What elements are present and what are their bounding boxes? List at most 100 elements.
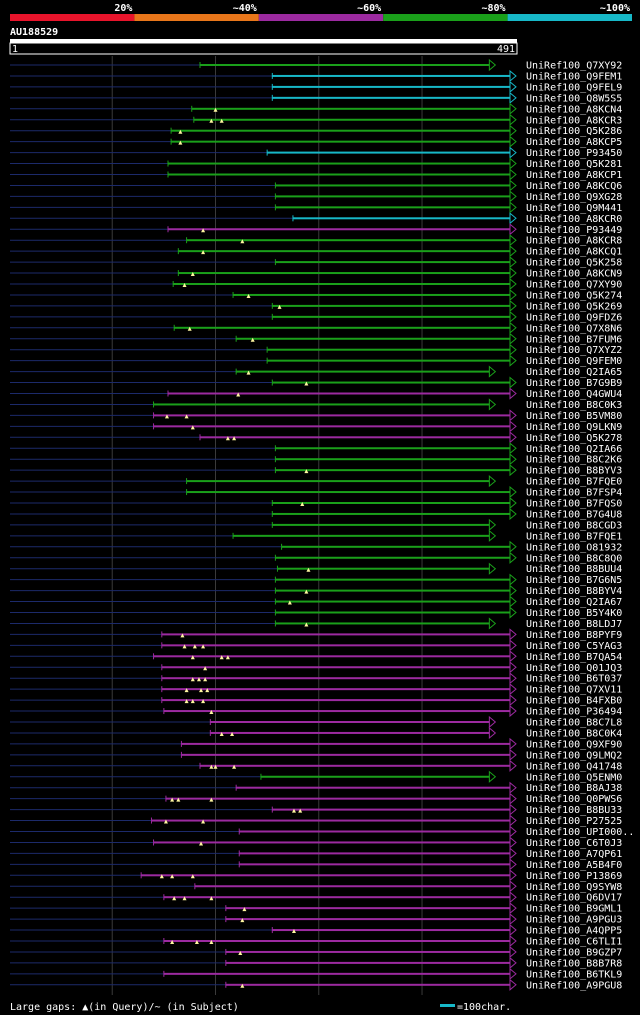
hit-label[interactable]: UniRef100_Q7XV11	[526, 685, 622, 696]
hit-bar	[161, 699, 512, 702]
query-gap-marker	[196, 677, 201, 682]
hit-label[interactable]: UniRef100_A8KCR3	[526, 115, 622, 126]
hit-label[interactable]: UniRef100_Q7XY92	[526, 61, 622, 72]
hit-label[interactable]: UniRef100_B8CGD3	[526, 520, 622, 531]
hit-label[interactable]: UniRef100_Q41748	[526, 761, 622, 772]
hit-end-arrow	[509, 825, 517, 838]
hit-label[interactable]: UniRef100_B8BYV3	[526, 466, 622, 477]
hit-label[interactable]: UniRef100_B7G6N5	[526, 575, 622, 586]
hit-label[interactable]: UniRef100_B8C0K4	[526, 728, 622, 739]
hit-label[interactable]: UniRef100_B9GZP7	[526, 947, 622, 958]
hit-label[interactable]: UniRef100_O81932	[526, 542, 622, 553]
hit-label[interactable]: UniRef100_A8KCR0	[526, 214, 622, 225]
hit-label[interactable]: UniRef100_B7FUM6	[526, 334, 622, 345]
hit-end-arrow	[509, 376, 517, 389]
hit-label[interactable]: UniRef100_Q7XYZ2	[526, 345, 622, 356]
hit-label[interactable]: UniRef100_A8KCP5	[526, 137, 622, 148]
hit-label[interactable]: UniRef100_A5B4F0	[526, 860, 622, 871]
hit-label[interactable]: UniRef100_A8KCQ6	[526, 181, 622, 192]
hit-label[interactable]: UniRef100_B8C7L8	[526, 718, 622, 729]
hit-label[interactable]: UniRef100_B8BU33	[526, 805, 622, 816]
hit-label[interactable]: UniRef100_B8BYV4	[526, 586, 622, 597]
hit-label[interactable]: UniRef100_B8C0K3	[526, 400, 622, 411]
hit-label[interactable]: UniRef100_B7FQE1	[526, 531, 622, 542]
hit-label[interactable]: UniRef100_Q9LMQ2	[526, 750, 622, 761]
hit-label[interactable]: UniRef100_B8C2K6	[526, 455, 622, 466]
hit-label[interactable]: UniRef100_Q9FEM1	[526, 71, 622, 82]
hit-label[interactable]: UniRef100_C6T0J3	[526, 838, 622, 849]
hit-label[interactable]: UniRef100_P13869	[526, 871, 622, 882]
hit-label[interactable]: UniRef100_Q5K258	[526, 258, 622, 269]
hit-label[interactable]: UniRef100_Q8W5S5	[526, 93, 622, 104]
hit-label[interactable]: UniRef100_B6T037	[526, 674, 622, 685]
hit-label[interactable]: UniRef100_Q5K281	[526, 159, 622, 170]
hit-label[interactable]: UniRef100_A8KCN4	[526, 104, 622, 115]
hit-label[interactable]: UniRef100_B8BUU4	[526, 564, 622, 575]
hit-label[interactable]: UniRef100_Q6DV17	[526, 893, 622, 904]
hit-label[interactable]: UniRef100_B7QA54	[526, 652, 622, 663]
hit-label[interactable]: UniRef100_P27525	[526, 816, 622, 827]
hit-label[interactable]: UniRef100_B8PYF9	[526, 630, 622, 641]
hit-label[interactable]: UniRef100_A8KCP1	[526, 170, 622, 181]
hit-row: UniRef100_A7QP61	[10, 847, 622, 860]
hit-label[interactable]: UniRef100_B6TKL9	[526, 969, 622, 980]
hit-label[interactable]: UniRef100_B8C8Q0	[526, 553, 622, 564]
query-gap-marker	[180, 633, 185, 638]
hit-label[interactable]: UniRef100_P36494	[526, 707, 622, 718]
hit-label[interactable]: UniRef100_B7G9B9	[526, 378, 622, 389]
hit-label[interactable]: UniRef100_Q9SYW8	[526, 882, 622, 893]
hit-label[interactable]: UniRef100_P93450	[526, 148, 622, 159]
hit-label[interactable]: UniRef100_B8B7R8	[526, 958, 622, 969]
hit-end-arrow	[509, 91, 517, 104]
hit-label[interactable]: UniRef100_Q2IA65	[526, 367, 622, 378]
hit-bar	[275, 589, 511, 592]
hit-label[interactable]: UniRef100_A9PGU8	[526, 980, 622, 991]
hit-label[interactable]: UniRef100_Q0PWS6	[526, 794, 622, 805]
hit-label[interactable]: UniRef100_Q9XG28	[526, 192, 622, 203]
hit-label[interactable]: UniRef100_Q7X8N6	[526, 323, 622, 334]
hit-label[interactable]: UniRef100_Q9FEM0	[526, 356, 622, 367]
hit-label[interactable]: UniRef100_Q9LKN9	[526, 422, 622, 433]
hit-label[interactable]: UniRef100_A4QPP5	[526, 926, 622, 937]
hit-label[interactable]: UniRef100_A8KCQ1	[526, 247, 622, 258]
hit-label[interactable]: UniRef100_Q2IA66	[526, 444, 622, 455]
hit-label[interactable]: UniRef100_A7QP61	[526, 849, 622, 860]
hit-label[interactable]: UniRef100_Q9XF90	[526, 739, 622, 750]
hit-label[interactable]: UniRef100_Q5ENM0	[526, 772, 622, 783]
hit-row: UniRef100_Q7XYZ2	[10, 343, 622, 356]
hit-bar	[272, 502, 511, 504]
hit-label[interactable]: UniRef100_B8LDJ7	[526, 619, 622, 630]
hit-label[interactable]: UniRef100_C6TLI1	[526, 937, 622, 948]
hit-label[interactable]: UniRef100_B5VM80	[526, 411, 622, 422]
hit-label[interactable]: UniRef100_B4FXB0	[526, 696, 622, 707]
hit-label[interactable]: UniRef100_Q5K278	[526, 433, 622, 444]
hit-label[interactable]: UniRef100_Q9FDZ6	[526, 312, 622, 323]
hit-label[interactable]: UniRef100_B7FQS0	[526, 499, 622, 510]
hit-label[interactable]: UniRef100_Q5K286	[526, 126, 622, 137]
hit-label[interactable]: UniRef100_A8KCN9	[526, 269, 622, 280]
hit-label[interactable]: UniRef100_P93449	[526, 225, 622, 236]
hit-label[interactable]: UniRef100_B5Y4K0	[526, 608, 622, 619]
query-gap-marker	[209, 118, 214, 123]
hit-label[interactable]: UniRef100_Q7XY90	[526, 280, 622, 291]
hit-label[interactable]: UniRef100_Q9M441	[526, 203, 622, 214]
hit-label[interactable]: UniRef100_B7FQE0	[526, 477, 622, 488]
hit-row: UniRef100_B7FQE1	[10, 529, 622, 542]
hit-end-arrow	[509, 934, 517, 948]
hit-label[interactable]: UniRef100_A9PGU3	[526, 915, 622, 926]
hit-label[interactable]: UniRef100_Q4GWU4	[526, 389, 622, 400]
hit-label[interactable]: UniRef100_Q2IA67	[526, 597, 622, 608]
hit-label[interactable]: UniRef100_B7FSP4	[526, 488, 622, 499]
hit-end-arrow	[509, 485, 517, 499]
hit-label[interactable]: UniRef100_Q5K274	[526, 290, 622, 301]
hit-label[interactable]: UniRef100_Q5K269	[526, 301, 622, 312]
hit-end-arrow	[509, 836, 517, 849]
hit-label[interactable]: UniRef100_UPI000..	[526, 827, 634, 838]
hit-label[interactable]: UniRef100_C5YAG3	[526, 641, 622, 652]
hit-label[interactable]: UniRef100_B8AJ38	[526, 783, 622, 794]
hit-label[interactable]: UniRef100_B7G4U8	[526, 509, 622, 520]
hit-label[interactable]: UniRef100_A8KCR8	[526, 236, 622, 247]
hit-label[interactable]: UniRef100_B9GML1	[526, 904, 622, 915]
hit-label[interactable]: UniRef100_Q9FEL9	[526, 82, 622, 93]
hit-label[interactable]: UniRef100_Q01JQ3	[526, 663, 622, 674]
